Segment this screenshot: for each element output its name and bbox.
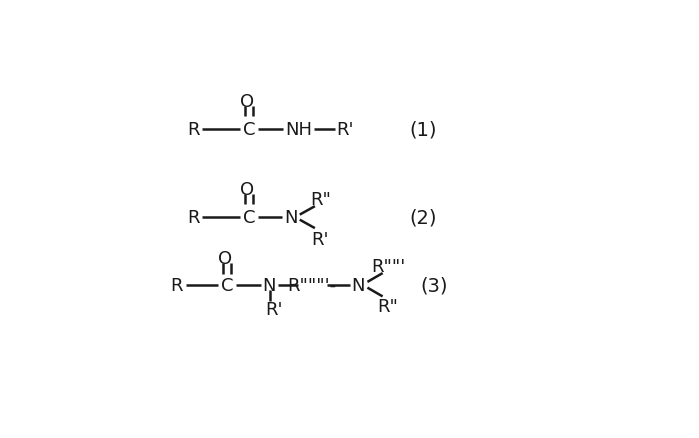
Text: N: N xyxy=(262,276,275,294)
Text: R: R xyxy=(187,209,199,227)
Text: C: C xyxy=(221,276,233,294)
Text: O: O xyxy=(240,180,254,198)
Text: (3): (3) xyxy=(420,276,448,295)
Text: (2): (2) xyxy=(410,208,437,227)
Text: R": R" xyxy=(310,190,331,208)
Text: (1): (1) xyxy=(410,120,437,140)
Text: R': R' xyxy=(312,231,329,249)
Text: R': R' xyxy=(336,121,354,139)
Text: C: C xyxy=(243,121,255,139)
Text: R': R' xyxy=(266,300,283,318)
Text: R""': R""' xyxy=(371,258,405,276)
Text: R: R xyxy=(187,121,199,139)
Text: C: C xyxy=(243,209,255,227)
Text: N: N xyxy=(284,209,297,227)
Text: O: O xyxy=(240,92,254,110)
Text: R"""'-: R"""'- xyxy=(287,276,337,294)
Text: R": R" xyxy=(377,297,398,315)
Text: R: R xyxy=(171,276,183,294)
Text: N: N xyxy=(352,276,365,294)
Text: NH: NH xyxy=(285,121,312,139)
Text: O: O xyxy=(219,249,233,267)
